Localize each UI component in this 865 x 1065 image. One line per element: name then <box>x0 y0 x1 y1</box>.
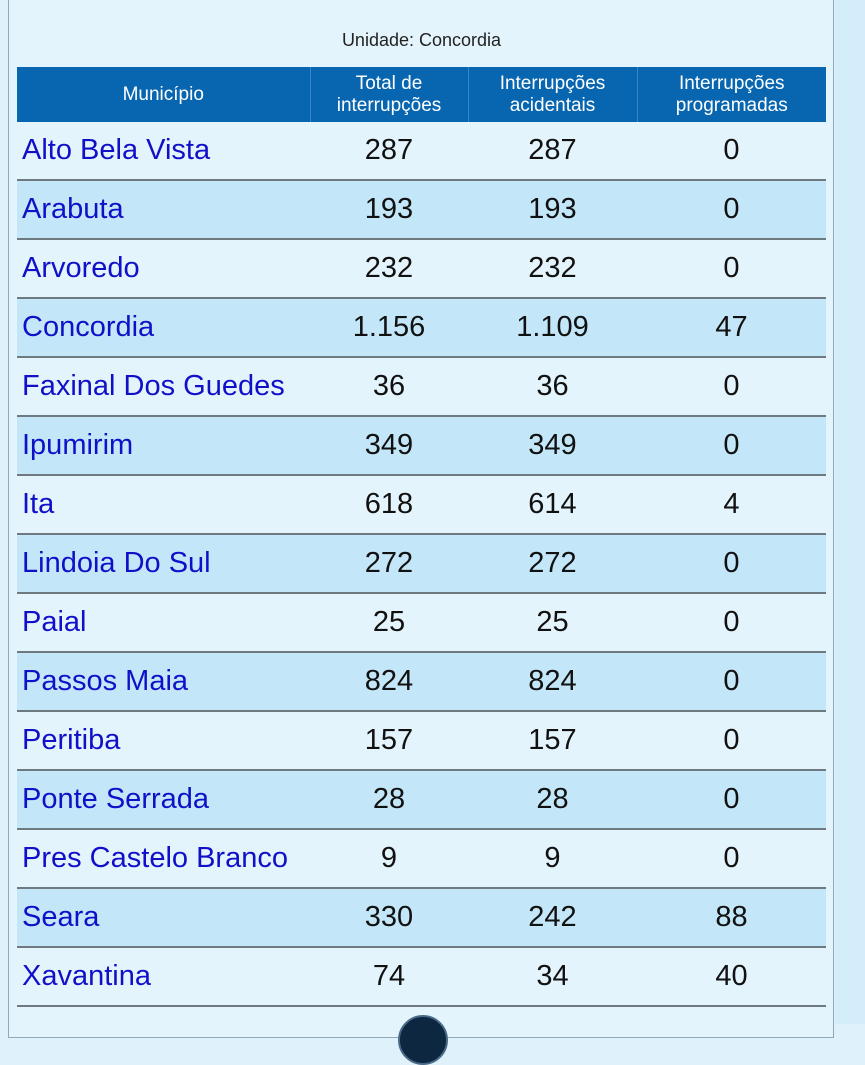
total-cell: 330 <box>310 888 468 948</box>
table-row: Ipumirim 349 349 0 <box>17 416 826 476</box>
table-row: Seara 330 242 88 <box>17 888 826 948</box>
programadas-cell: 47 <box>637 298 826 358</box>
total-cell: 9 <box>310 829 468 889</box>
total-cell: 232 <box>310 239 468 299</box>
municipio-link[interactable]: Arvoredo <box>17 239 310 299</box>
acidentais-cell: 25 <box>468 593 637 653</box>
table-row: Peritiba 157 157 0 <box>17 711 826 771</box>
floating-action-icon[interactable] <box>398 1015 448 1065</box>
total-cell: 824 <box>310 652 468 712</box>
table-row: Faxinal Dos Guedes 36 36 0 <box>17 357 826 417</box>
total-cell: 28 <box>310 770 468 830</box>
programadas-cell: 0 <box>637 652 826 712</box>
table-row: Arvoredo 232 232 0 <box>17 239 826 299</box>
programadas-cell: 0 <box>637 357 826 417</box>
programadas-cell: 0 <box>637 239 826 299</box>
table-row: Pres Castelo Branco 9 9 0 <box>17 829 826 889</box>
total-cell: 349 <box>310 416 468 476</box>
table-row: Ponte Serrada 28 28 0 <box>17 770 826 830</box>
table-header: Município Total de interrupções Interrup… <box>17 67 826 122</box>
table-row: Concordia 1.156 1.109 47 <box>17 298 826 358</box>
acidentais-cell: 824 <box>468 652 637 712</box>
programadas-cell: 0 <box>637 180 826 240</box>
municipio-link[interactable]: Peritiba <box>17 711 310 771</box>
programadas-cell: 0 <box>637 416 826 476</box>
table-row: Xavantina 74 34 40 <box>17 947 826 1007</box>
municipio-link[interactable]: Concordia <box>17 298 310 358</box>
acidentais-cell: 1.109 <box>468 298 637 358</box>
acidentais-cell: 232 <box>468 239 637 299</box>
acidentais-cell: 287 <box>468 122 637 181</box>
total-cell: 287 <box>310 122 468 181</box>
acidentais-cell: 34 <box>468 947 637 1007</box>
total-cell: 157 <box>310 711 468 771</box>
acidentais-cell: 157 <box>468 711 637 771</box>
total-cell: 193 <box>310 180 468 240</box>
municipio-link[interactable]: Paial <box>17 593 310 653</box>
page-margin <box>835 0 865 1024</box>
acidentais-cell: 28 <box>468 770 637 830</box>
table-row: Arabuta 193 193 0 <box>17 180 826 240</box>
municipio-link[interactable]: Ipumirim <box>17 416 310 476</box>
municipio-link[interactable]: Passos Maia <box>17 652 310 712</box>
total-cell: 74 <box>310 947 468 1007</box>
municipio-link[interactable]: Ponte Serrada <box>17 770 310 830</box>
total-cell: 618 <box>310 475 468 535</box>
table-row: Lindoia Do Sul 272 272 0 <box>17 534 826 594</box>
total-cell: 1.156 <box>310 298 468 358</box>
programadas-cell: 0 <box>637 770 826 830</box>
table-row: Alto Bela Vista 287 287 0 <box>17 122 826 181</box>
total-cell: 36 <box>310 357 468 417</box>
header-municipio: Município <box>17 67 310 122</box>
header-acidentais: Interrupções acidentais <box>467 67 637 122</box>
acidentais-cell: 614 <box>468 475 637 535</box>
municipio-link[interactable]: Xavantina <box>17 947 310 1007</box>
header-total: Total de interrupções <box>309 67 468 122</box>
programadas-cell: 88 <box>637 888 826 948</box>
total-cell: 272 <box>310 534 468 594</box>
table-row: Ita 618 614 4 <box>17 475 826 535</box>
municipio-link[interactable]: Arabuta <box>17 180 310 240</box>
municipio-link[interactable]: Seara <box>17 888 310 948</box>
programadas-cell: 4 <box>637 475 826 535</box>
header-programadas: Interrupções programadas <box>636 67 826 122</box>
municipio-link[interactable]: Lindoia Do Sul <box>17 534 310 594</box>
municipio-link[interactable]: Alto Bela Vista <box>17 122 310 181</box>
table-row: Paial 25 25 0 <box>17 593 826 653</box>
interruptions-table: Município Total de interrupções Interrup… <box>17 67 826 1007</box>
acidentais-cell: 36 <box>468 357 637 417</box>
unit-caption: Unidade: Concordia <box>341 30 502 50</box>
acidentais-cell: 193 <box>468 180 637 240</box>
acidentais-cell: 349 <box>468 416 637 476</box>
municipio-link[interactable]: Pres Castelo Branco <box>17 829 310 889</box>
acidentais-cell: 9 <box>468 829 637 889</box>
acidentais-cell: 242 <box>468 888 637 948</box>
acidentais-cell: 272 <box>468 534 637 594</box>
programadas-cell: 0 <box>637 122 826 181</box>
programadas-cell: 0 <box>637 711 826 771</box>
programadas-cell: 40 <box>637 947 826 1007</box>
municipio-link[interactable]: Faxinal Dos Guedes <box>17 357 310 417</box>
table-row: Passos Maia 824 824 0 <box>17 652 826 712</box>
municipio-link[interactable]: Ita <box>17 475 310 535</box>
programadas-cell: 0 <box>637 829 826 889</box>
programadas-cell: 0 <box>637 593 826 653</box>
total-cell: 25 <box>310 593 468 653</box>
programadas-cell: 0 <box>637 534 826 594</box>
